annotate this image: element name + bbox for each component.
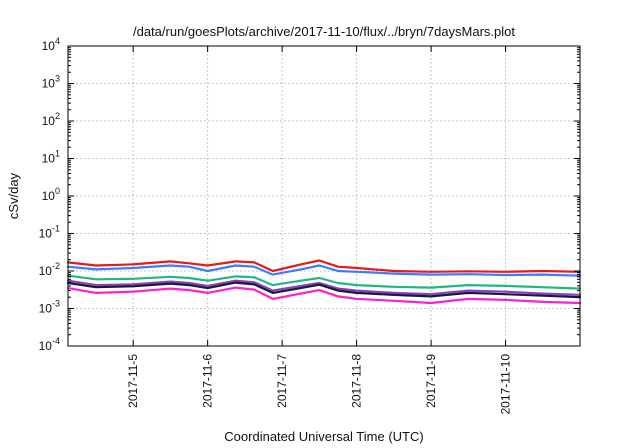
series-line-4: [66, 279, 582, 296]
y-tick-label: 10-2: [39, 261, 60, 278]
y-tick-label: 100: [42, 186, 60, 203]
y-tick-label: 10-1: [39, 224, 60, 241]
y-tick-label: 103: [42, 74, 60, 91]
series-line-6: [66, 286, 582, 305]
y-tick-label: 10-4: [39, 336, 60, 353]
series-line-5: [66, 281, 582, 299]
x-tick-label: 2017-11-6: [201, 354, 215, 408]
series-line-3: [66, 274, 582, 290]
chart-title: /data/run/goesPlots/archive/2017-11-10/f…: [133, 24, 515, 39]
y-axis-label: cSv/day: [6, 172, 21, 219]
y-tick-label: 102: [42, 111, 60, 128]
x-tick-label: 2017-11-8: [350, 354, 364, 408]
grid: [68, 46, 580, 346]
x-tick-label: 2017-11-7: [275, 354, 289, 408]
y-tick-label: 101: [42, 149, 60, 166]
axes: 10-4 10-3 10-2 10-1 100 101 102 103 104 2017-11-5…: [39, 36, 580, 415]
x-tick-label: 2017-11-9: [424, 354, 438, 408]
series-line-1: [66, 259, 582, 273]
y-tick-label: 10-3: [39, 299, 60, 316]
series-lines: [66, 259, 582, 305]
x-tick-label: 2017-11-10: [499, 354, 513, 415]
series-line-2: [66, 264, 582, 277]
x-tick-label: 2017-11-5: [126, 354, 140, 408]
x-axis-label: Coordinated Universal Time (UTC): [224, 429, 423, 444]
y-tick-label: 104: [42, 36, 60, 53]
